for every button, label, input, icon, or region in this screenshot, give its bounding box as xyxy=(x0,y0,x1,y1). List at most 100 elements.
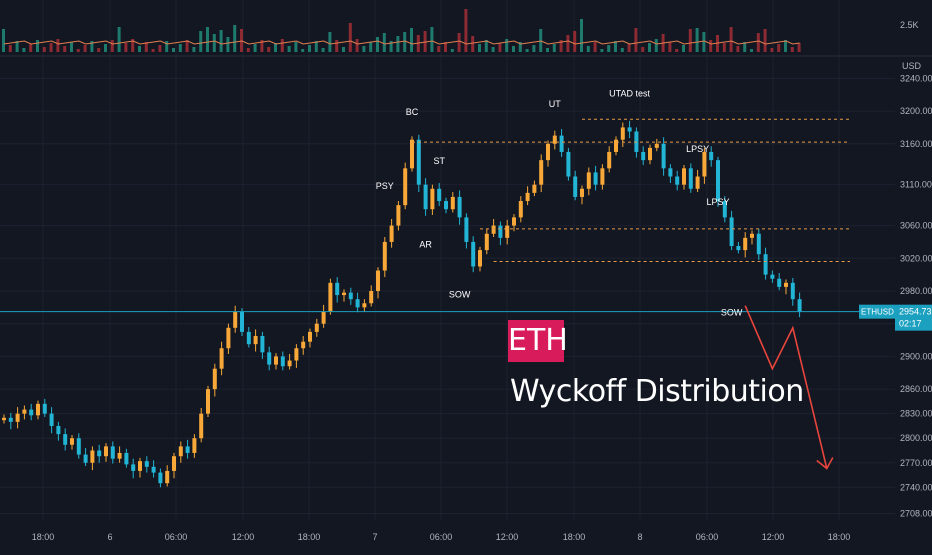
candle xyxy=(648,147,652,161)
volume-bar xyxy=(750,49,753,52)
candle xyxy=(484,233,489,251)
candle xyxy=(457,196,462,218)
volume-bar xyxy=(410,28,413,52)
volume-ma-line xyxy=(3,40,800,45)
candle xyxy=(410,139,414,169)
candle xyxy=(763,254,768,275)
volume-bar xyxy=(308,45,311,52)
candle xyxy=(274,356,278,365)
volume-bar xyxy=(2,29,5,52)
volume-bar xyxy=(49,43,53,52)
candle xyxy=(566,151,571,177)
candle xyxy=(654,143,659,148)
candle xyxy=(36,403,40,416)
volume-bar xyxy=(158,45,162,52)
candle xyxy=(321,311,326,324)
volume-bar xyxy=(430,27,434,52)
volume-bar xyxy=(790,47,794,52)
candle xyxy=(63,434,68,445)
volume-bar xyxy=(348,23,352,52)
annotation-label-2: ST xyxy=(433,156,445,166)
volume-bar xyxy=(688,29,692,52)
candle xyxy=(335,282,340,296)
volume-bar xyxy=(580,19,583,52)
volume-bar xyxy=(124,43,128,52)
volume-bar xyxy=(185,40,189,52)
candle xyxy=(430,188,435,210)
y-tick-label: 2900.00 xyxy=(900,351,932,361)
volume-bar xyxy=(743,42,747,52)
volume-bar xyxy=(83,45,87,52)
candle xyxy=(491,225,496,234)
annotation-label-8: LPSY xyxy=(706,197,729,207)
candle xyxy=(97,450,102,457)
y-tick-label: 3200.00 xyxy=(900,106,932,116)
volume-bar xyxy=(552,44,556,52)
volume-bar xyxy=(240,29,243,52)
volume-bar xyxy=(471,36,475,52)
volume-bar xyxy=(614,41,617,52)
volume-bar xyxy=(722,43,726,52)
candle xyxy=(151,466,156,473)
volume-bar xyxy=(42,47,46,52)
volume-bar xyxy=(294,42,298,52)
candle xyxy=(450,196,455,210)
x-tick-label: 18:00 xyxy=(563,532,586,542)
volume-bar xyxy=(15,41,19,52)
volume-bar xyxy=(233,25,237,52)
annotation-label-0: BC xyxy=(406,107,419,117)
projection-arrowhead xyxy=(816,457,834,470)
volume-bar xyxy=(226,37,230,52)
candle xyxy=(76,438,81,455)
y-tick-label: 2830.00 xyxy=(900,409,932,419)
candle xyxy=(559,135,564,152)
candle xyxy=(70,438,74,445)
candle xyxy=(83,454,88,463)
volume-bar xyxy=(274,43,277,52)
volume-bar xyxy=(654,39,658,52)
volume-bar xyxy=(586,46,590,52)
candle xyxy=(178,446,183,457)
volume-bar xyxy=(641,47,645,52)
candle xyxy=(546,143,550,161)
annotation-label-3: AR xyxy=(419,240,432,250)
candle xyxy=(790,282,795,300)
volume-bar xyxy=(219,30,223,52)
volume-bar xyxy=(199,31,203,52)
candle xyxy=(294,348,299,361)
volume-bar xyxy=(355,39,359,52)
volume-bar xyxy=(29,44,33,52)
candle xyxy=(586,172,591,189)
volume-bar xyxy=(8,45,12,52)
candle xyxy=(437,188,442,202)
candle xyxy=(593,172,598,185)
volume-bar xyxy=(206,27,209,52)
candle xyxy=(525,192,530,202)
currency-label: USD xyxy=(902,61,922,71)
candle xyxy=(165,470,170,484)
candle xyxy=(212,368,217,390)
x-tick-label: 18:00 xyxy=(828,532,851,542)
volume-bar xyxy=(518,42,522,52)
candle xyxy=(267,352,272,365)
annotation-label-5: UT xyxy=(549,99,561,109)
candle xyxy=(22,409,27,414)
volume-bar xyxy=(682,45,685,52)
volume-bar xyxy=(607,45,611,52)
candle xyxy=(2,417,6,421)
candle xyxy=(219,348,224,369)
volume-bar xyxy=(450,49,454,52)
annotation-label-9: SOW xyxy=(721,308,743,318)
annotation-label-4: SOW xyxy=(449,290,471,300)
price-countdown: 02:17 xyxy=(899,319,922,329)
candle xyxy=(376,270,380,291)
candle xyxy=(172,456,176,471)
candle xyxy=(287,360,292,367)
candle xyxy=(158,472,163,484)
candle xyxy=(784,282,788,287)
x-tick-label: 06:00 xyxy=(165,532,188,542)
candle xyxy=(750,233,754,238)
